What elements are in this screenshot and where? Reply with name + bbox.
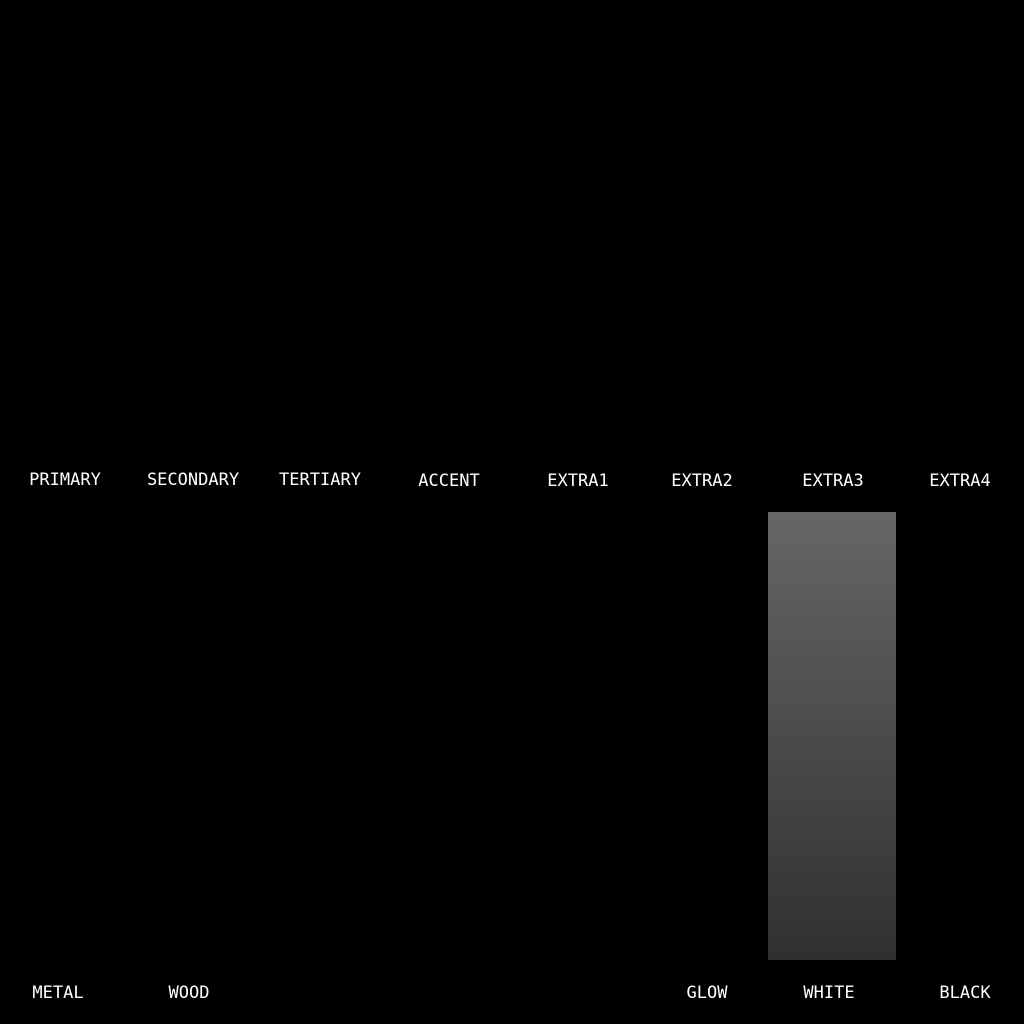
material-label-wood: WOOD (168, 983, 210, 1003)
material-label-metal: METAL (32, 983, 84, 1003)
channel-label-extra1: EXTRA1 (547, 471, 609, 491)
channel-label-primary: PRIMARY (29, 470, 101, 490)
channel-label-accent: ACCENT (418, 471, 480, 491)
material-label-white: WHITE (803, 983, 855, 1003)
channel-label-tertiary: TERTIARY (279, 470, 361, 490)
channel-label-extra2: EXTRA2 (671, 471, 733, 491)
channel-label-extra4: EXTRA4 (929, 471, 991, 491)
material-label-glow: GLOW (686, 983, 728, 1003)
swatch-extra3 (768, 512, 896, 960)
channel-label-extra3: EXTRA3 (802, 471, 864, 491)
material-label-black: BLACK (939, 983, 991, 1003)
channel-label-secondary: SECONDARY (146, 470, 240, 490)
